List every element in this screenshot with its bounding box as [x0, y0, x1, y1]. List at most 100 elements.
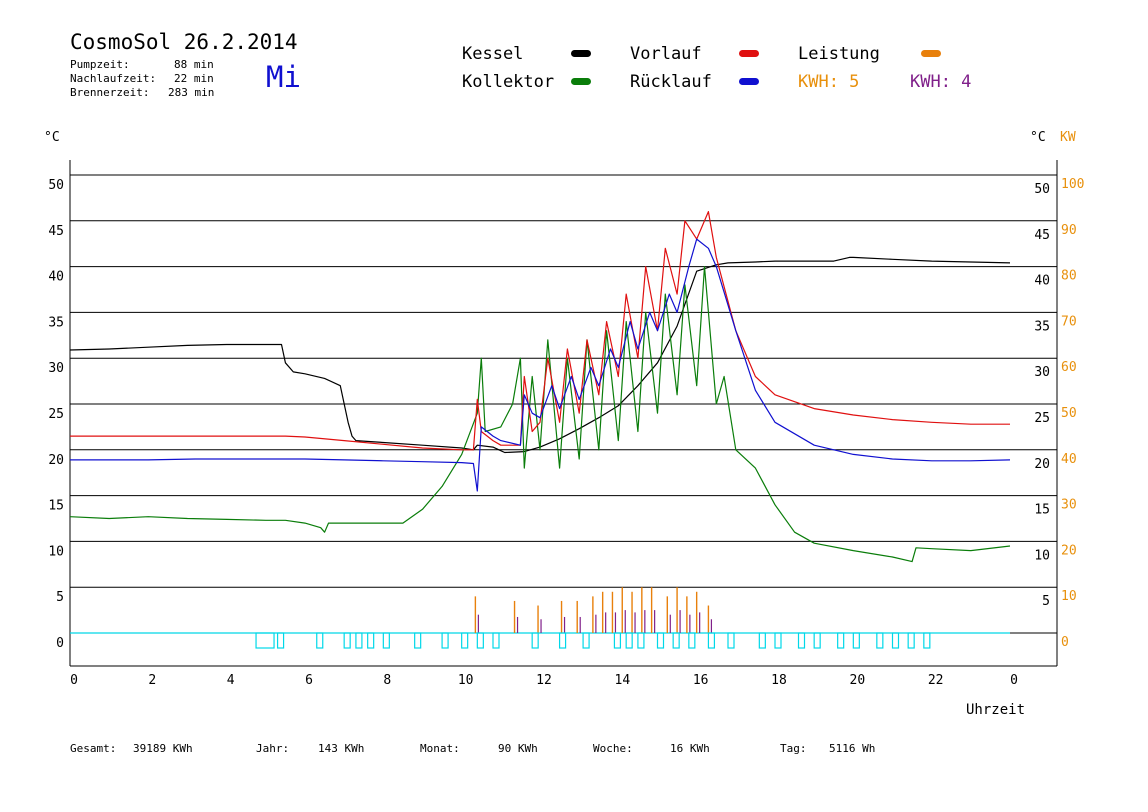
- pump-marker: [923, 632, 931, 649]
- footer-monat-label: Monat:: [420, 742, 460, 755]
- pump-marker: [582, 632, 590, 649]
- footer-gesamt-label: Gesamt:: [70, 742, 117, 755]
- pump-marker: [492, 632, 500, 649]
- pump-marker: [852, 632, 860, 649]
- y-tick-label-right: 10: [1034, 548, 1050, 563]
- x-tick-label: 14: [615, 673, 631, 688]
- legend-kessel-swatch: [571, 50, 591, 57]
- y-tick-label-left: 45: [48, 224, 64, 239]
- y-tick-label-right: 20: [1034, 457, 1050, 472]
- legend-kessel: Kessel: [462, 44, 524, 64]
- y-tick-label-right: 50: [1034, 182, 1050, 197]
- y-unit-kw: KW: [1060, 130, 1076, 145]
- stat-label-pumpzeit: Pumpzeit:: [70, 58, 130, 71]
- kw-tick-label: 50: [1061, 406, 1077, 421]
- legend-leistung-swatch: [921, 50, 941, 57]
- pump-marker: [316, 632, 324, 649]
- kw-tick-label: 20: [1061, 543, 1077, 558]
- pump-marker: [414, 632, 422, 649]
- y-tick-label-left: 10: [48, 544, 64, 559]
- footer-woche-value: 16 KWh: [670, 742, 710, 755]
- legend-kwh-2: KWH: 4: [910, 72, 972, 92]
- legend-kollektor-swatch: [571, 78, 591, 85]
- footer-monat-value: 90 KWh: [498, 742, 538, 755]
- pump-marker: [276, 632, 285, 649]
- pump-marker: [558, 632, 567, 649]
- pump-marker: [727, 632, 735, 649]
- pump-marker: [672, 632, 680, 649]
- stat-value-pumpzeit: 88 min: [174, 58, 214, 71]
- legend-kwh-1: KWH: 5: [798, 72, 860, 92]
- legend-ruecklauf: Rücklauf: [630, 72, 712, 92]
- pump-marker: [441, 632, 449, 649]
- y-unit-right: °C: [1030, 130, 1046, 145]
- y-tick-label-right: 25: [1034, 411, 1050, 426]
- pump-marker: [707, 632, 716, 649]
- y-tick-label-left: 30: [48, 361, 64, 376]
- chart-title: CosmoSol 26.2.2014: [70, 30, 298, 54]
- footer-jahr-label: Jahr:: [256, 742, 290, 755]
- pump-marker: [461, 632, 469, 649]
- x-tick-label: 18: [771, 673, 787, 688]
- series-line-kessel: [69, 256, 1011, 454]
- y-tick-label-left: 40: [48, 270, 64, 285]
- x-tick-label: 10: [458, 673, 474, 688]
- stat-value-brennerzeit: 283 min: [168, 86, 215, 99]
- kw-tick-label: 80: [1061, 269, 1077, 284]
- kw-tick-label: 40: [1061, 452, 1077, 467]
- y-tick-label-right: 5: [1042, 594, 1050, 609]
- x-tick-label: 6: [305, 673, 313, 688]
- pump-marker: [837, 632, 845, 649]
- series-line-vorlauf: [70, 211, 1010, 451]
- y-tick-label-left: 35: [48, 315, 64, 330]
- pump-marker: [531, 632, 539, 649]
- legend-leistung: Leistung: [798, 44, 880, 64]
- pump-marker: [255, 632, 275, 649]
- pump-marker: [476, 632, 484, 649]
- pump-marker: [637, 632, 645, 649]
- pump-marker: [758, 632, 766, 649]
- legend-vorlauf-swatch: [739, 50, 759, 57]
- pump-marker: [774, 632, 782, 649]
- footer-tag-label: Tag:: [780, 742, 807, 755]
- stat-label-nachlaufzeit: Nachlaufzeit:: [70, 72, 157, 85]
- footer-woche-label: Woche:: [593, 742, 633, 755]
- pump-marker: [876, 632, 884, 649]
- footer-gesamt-value: 39189 KWh: [133, 742, 193, 755]
- series-line-kollektor: [69, 266, 1011, 563]
- x-tick-label: 12: [536, 673, 552, 688]
- x-tick-label: 2: [148, 673, 156, 688]
- pump-marker: [907, 632, 915, 649]
- pump-marker: [355, 632, 363, 649]
- y-tick-label-left: 50: [48, 178, 64, 193]
- y-unit-left: °C: [44, 130, 60, 145]
- x-tick-label: 0: [70, 673, 78, 688]
- pump-marker: [797, 632, 806, 649]
- pump-marker: [656, 632, 665, 649]
- y-tick-label-right: 40: [1034, 274, 1050, 289]
- y-tick-label-left: 25: [48, 407, 64, 422]
- x-tick-label: 4: [227, 673, 235, 688]
- weekday-label: Mi: [266, 60, 301, 94]
- x-tick-label: 16: [693, 673, 709, 688]
- stat-label-brennerzeit: Brennerzeit:: [70, 86, 150, 99]
- stat-value-nachlaufzeit: 22 min: [174, 72, 214, 85]
- y-tick-label-left: 0: [56, 636, 64, 651]
- footer-tag-value: 5116 Wh: [829, 742, 876, 755]
- pump-marker: [343, 632, 351, 649]
- y-tick-label-right: 35: [1034, 319, 1050, 334]
- x-tick-label: 22: [928, 673, 944, 688]
- pump-marker: [367, 632, 375, 649]
- pump-marker: [688, 632, 696, 649]
- y-tick-label-right: 45: [1034, 228, 1050, 243]
- kw-tick-label: 100: [1061, 177, 1084, 192]
- legend-vorlauf: Vorlauf: [630, 44, 702, 64]
- legend-kollektor: Kollektor: [462, 72, 555, 92]
- x-axis-label: Uhrzeit: [966, 702, 1026, 718]
- y-tick-label-right: 15: [1034, 503, 1050, 518]
- y-tick-label-right: 30: [1034, 365, 1050, 380]
- x-tick-label: 8: [383, 673, 391, 688]
- kw-tick-label: 90: [1061, 223, 1077, 238]
- kw-tick-label: 30: [1061, 498, 1077, 513]
- pump-marker: [891, 632, 900, 649]
